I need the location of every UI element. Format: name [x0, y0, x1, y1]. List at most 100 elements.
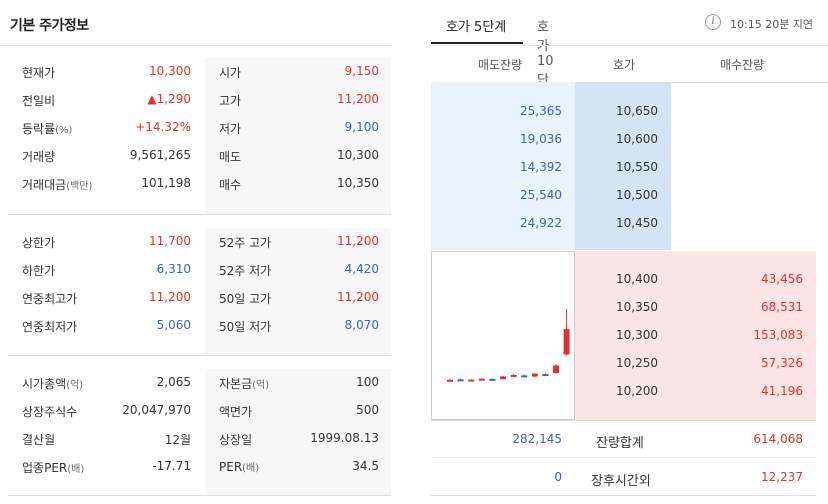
value: 11,200 — [337, 92, 379, 106]
ask-price[interactable]: 10,500 — [616, 188, 658, 202]
info-row: 전일비 ▲1,290 고가 11,200 — [8, 86, 391, 114]
value: 100 — [356, 375, 379, 389]
label-text: 52주 저가 — [219, 264, 272, 278]
candle-body — [563, 329, 570, 355]
label-text: 연중최저가 — [22, 320, 78, 334]
header-price: 호가 — [613, 58, 636, 72]
bid-price[interactable]: 10,300 — [616, 328, 658, 342]
ask-qty: 25,365 — [520, 104, 562, 118]
candle-body — [542, 374, 549, 377]
value: 20,047,970 — [122, 403, 191, 417]
value: 9,561,265 — [129, 148, 191, 162]
ask-qty: 24,922 — [520, 216, 562, 230]
info-section: 현재가 10,300 시가 9,150 전일비 ▲1,290 고가 11,200 등락률(%) +… — [8, 58, 391, 214]
label-text: 50일 저가 — [219, 320, 272, 334]
label-text: 연중최고가 — [22, 292, 78, 306]
label-text: 50일 고가 — [219, 292, 272, 306]
label: 전일비 — [22, 92, 55, 109]
info-row: 업종PER(배) -17.71 PER(배) 34.5 — [8, 453, 391, 481]
divider — [431, 457, 816, 458]
mini-candle-chart — [431, 251, 575, 420]
bid-qty: 41,196 — [761, 384, 803, 398]
label-text: 상장주식수 — [22, 405, 78, 419]
candle-body — [447, 379, 453, 382]
value: 10,300 — [337, 148, 379, 162]
ask-qty: 19,036 — [520, 132, 562, 146]
label: 결산월 — [22, 431, 55, 448]
label: 상한가 — [22, 234, 55, 251]
label: 자본금(억) — [219, 375, 269, 392]
info-row: 등락률(%) +14.32% 저가 9,100 — [8, 114, 391, 142]
column-bg — [205, 369, 391, 495]
value: 34.5 — [352, 459, 379, 473]
bid-price[interactable]: 10,350 — [616, 300, 658, 314]
ask-price[interactable]: 10,550 — [616, 160, 658, 174]
label-unit: (배) — [242, 463, 260, 474]
label-text: 거래량 — [22, 150, 56, 164]
bid-price-area — [575, 251, 671, 420]
value: 12월 — [164, 433, 191, 447]
ask-qty-area — [431, 82, 575, 250]
bid-qty: 153,083 — [753, 328, 803, 342]
label: 하한가 — [22, 262, 55, 279]
info-section: 시가총액(억) 2,065 자본금(억) 100 상장주식수 20,047,970 액면가 5… — [8, 369, 391, 495]
total-label: 잔량합계 — [596, 436, 644, 451]
info-icon[interactable]: i — [705, 14, 721, 30]
label-text: PER — [219, 460, 243, 474]
column-bg — [205, 228, 391, 354]
header-bid-qty: 매수잔량 — [720, 58, 765, 72]
ask-price[interactable]: 10,600 — [616, 132, 658, 146]
label-text: 매도 — [219, 150, 242, 164]
info-row: 거래량 9,561,265 매도 10,300 — [8, 142, 391, 170]
info-row: 시가총액(억) 2,065 자본금(억) 100 — [8, 369, 391, 397]
bid-price[interactable]: 10,200 — [616, 384, 658, 398]
label: 업종PER(배) — [22, 459, 84, 476]
value: 11,700 — [149, 234, 191, 248]
value: -17.71 — [152, 459, 191, 473]
info-row: 결산월 12월 상장일 1999.08.13 — [8, 425, 391, 453]
label: 50일 저가 — [219, 318, 271, 335]
info-row: 연중최저가 5,060 50일 저가 8,070 — [8, 312, 391, 340]
value: +14.32% — [135, 120, 191, 134]
label: 액면가 — [219, 403, 252, 420]
tab-5-level[interactable]: 호가 5단계 — [431, 10, 523, 44]
label: 저가 — [219, 120, 241, 137]
bid-qty: 43,456 — [761, 272, 803, 286]
ask-price[interactable]: 10,650 — [616, 104, 658, 118]
delay-notice: 10:15 20분 지연 — [730, 18, 814, 31]
label-text: 등락률 — [22, 122, 56, 136]
bid-price[interactable]: 10,250 — [616, 356, 658, 370]
value: 9,150 — [344, 64, 379, 78]
after-hours-bid-qty: 12,237 — [761, 470, 803, 484]
value: 4,420 — [344, 262, 379, 276]
ask-price-area — [575, 82, 671, 250]
divider — [431, 420, 816, 421]
info-row: 하한가 6,310 52주 저가 4,420 — [8, 256, 391, 284]
label: 시가총액(억) — [22, 375, 83, 392]
ask-qty: 14,392 — [520, 160, 562, 174]
info-row: 연중최고가 11,200 50일 고가 11,200 — [8, 284, 391, 312]
value: 500 — [356, 403, 379, 417]
label: 등락률(%) — [22, 120, 72, 137]
label: 시가 — [219, 64, 241, 81]
bid-price[interactable]: 10,400 — [616, 272, 658, 286]
value: 11,200 — [149, 290, 191, 304]
candle-body — [489, 378, 496, 381]
divider — [431, 495, 816, 496]
bid-qty: 57,326 — [761, 356, 803, 370]
column-bg — [205, 58, 391, 214]
bid-qty: 68,531 — [761, 300, 803, 314]
candle-body — [521, 375, 528, 378]
ask-qty: 25,540 — [520, 188, 562, 202]
label-text: 저가 — [219, 122, 242, 136]
ask-price[interactable]: 10,450 — [616, 216, 658, 230]
label-text: 자본금 — [219, 377, 253, 391]
candle-body — [500, 376, 506, 380]
label: PER(배) — [219, 459, 259, 474]
value: 5,060 — [156, 318, 191, 332]
label-text: 하한가 — [22, 264, 56, 278]
section-title: 기본 주가정보 — [10, 18, 89, 34]
label-unit: (억) — [252, 380, 270, 391]
label-text: 거래대금 — [22, 178, 67, 192]
label-unit: (%) — [55, 125, 73, 136]
